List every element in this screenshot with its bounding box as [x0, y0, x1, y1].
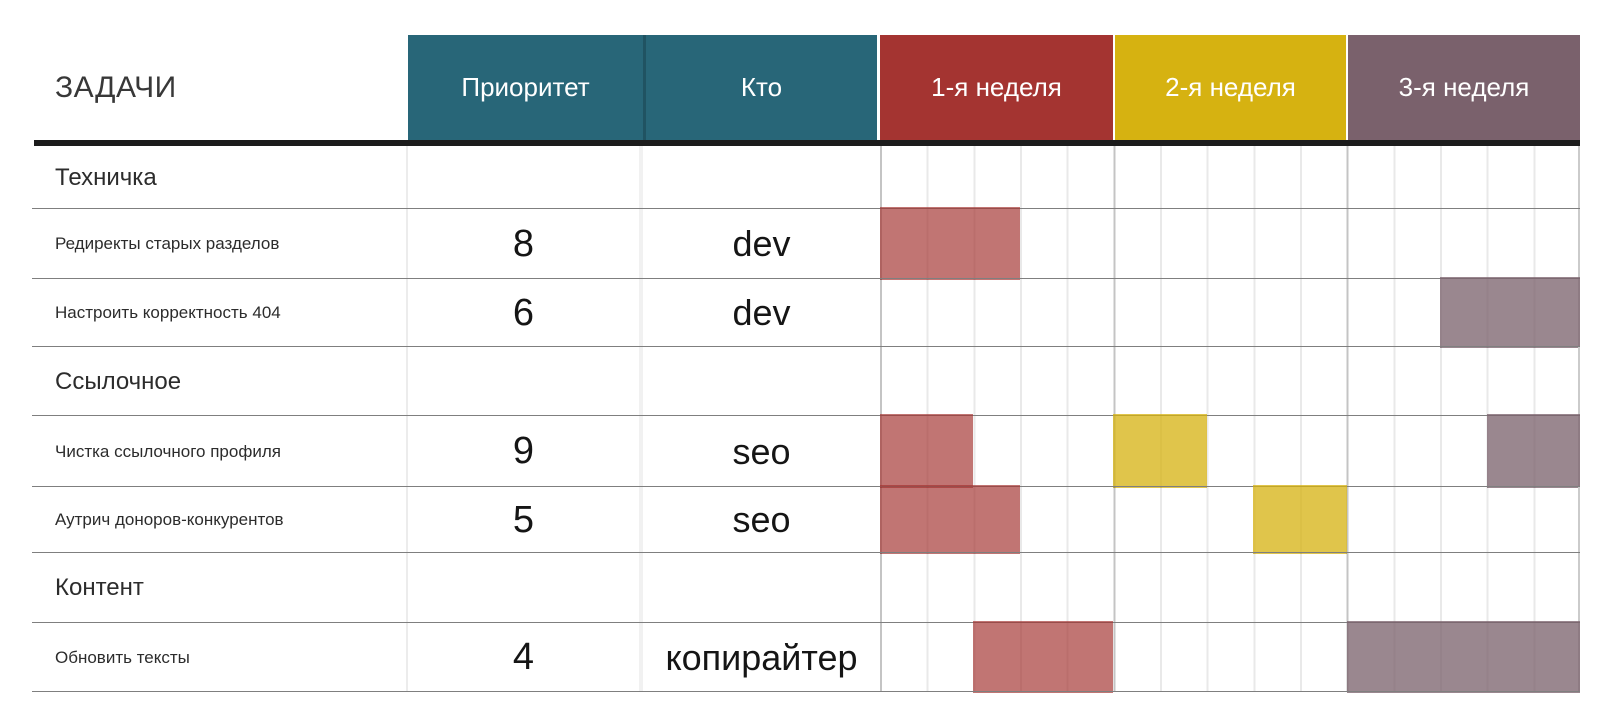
gantt-bar-purple: [1346, 621, 1580, 693]
gantt-row-cell: [880, 485, 1580, 554]
week-1-header: 1-я неделя: [880, 35, 1113, 140]
who-cell: копирайтер: [665, 636, 858, 678]
priority-cell: 9: [408, 416, 643, 487]
section-row: Техничка: [0, 146, 1580, 209]
who-cell: seo: [732, 430, 791, 472]
header-divider-line: [34, 140, 1580, 146]
who-cell: dev: [732, 292, 791, 333]
priority-header-label: Приоритет: [461, 72, 590, 102]
task-label: Настроить корректность 404: [0, 279, 408, 347]
priority-cell: 4: [408, 623, 643, 692]
column-header-priority: Приоритет: [408, 35, 643, 140]
week-3-label: 3-я неделя: [1398, 72, 1530, 102]
gantt-row-cell: [880, 621, 1580, 693]
week-2-label: 2-я неделя: [1165, 72, 1296, 102]
task-row: Обновить тексты 4 копирайтер: [0, 621, 1580, 693]
info-columns-header: Приоритет Кто: [408, 35, 877, 140]
priority-cell: [408, 347, 643, 416]
gantt-bar-red: [973, 621, 1114, 693]
tasks-column-header: ЗАДАЧИ: [0, 35, 408, 140]
priority-cell: [408, 146, 643, 209]
gantt-bar-red: [880, 414, 974, 488]
week-3-header: 3-я неделя: [1348, 35, 1580, 140]
who-cell: [643, 146, 880, 209]
priority-cell: 5: [408, 487, 643, 553]
task-row: Настроить корректность 404 6 dev: [0, 277, 1580, 348]
task-row: Редиректы старых разделов 8 dev: [0, 207, 1580, 280]
section-label: Техничка: [0, 146, 408, 209]
column-header-who: Кто: [643, 35, 877, 140]
priority-cell: [408, 553, 643, 623]
gantt-row-cell: [880, 207, 1580, 280]
gantt-bar-purple: [1486, 414, 1580, 488]
section-label: Контент: [0, 553, 408, 623]
gantt-bar-yellow: [1113, 414, 1207, 488]
gantt-row-cell: [880, 347, 1580, 416]
task-label: Чистка ссылочного профиля: [0, 416, 408, 487]
section-row: Контент: [0, 553, 1580, 623]
priority-cell: 6: [408, 279, 643, 347]
week-1-label: 1-я неделя: [931, 72, 1062, 102]
who-cell: seo: [732, 499, 791, 540]
gantt-row-cell: [880, 553, 1580, 623]
who-header-label: Кто: [740, 72, 783, 102]
who-cell: [643, 553, 880, 623]
gantt-bar-red: [880, 485, 1020, 554]
gantt-bar-red: [880, 207, 1020, 280]
task-table-body: Техничка Редиректы старых разделов 8 dev…: [0, 146, 1580, 693]
page-title: ЗАДАЧИ: [55, 70, 177, 104]
task-row: Аутрич доноров-конкурентов 5 seo: [0, 485, 1580, 554]
task-label: Аутрич доноров-конкурентов: [0, 487, 408, 553]
week-2-header: 2-я неделя: [1115, 35, 1346, 140]
gantt-row-cell: [880, 146, 1580, 209]
gantt-bar-yellow: [1253, 485, 1347, 554]
gantt-bar-purple: [1440, 277, 1580, 348]
section-row: Ссылочное: [0, 347, 1580, 416]
priority-cell: 8: [408, 209, 643, 279]
section-label: Ссылочное: [0, 347, 408, 416]
gantt-row-cell: [880, 414, 1580, 488]
task-label: Редиректы старых разделов: [0, 209, 408, 279]
who-cell: dev: [732, 223, 791, 264]
who-cell: [643, 347, 880, 416]
task-row: Чистка ссылочного профиля 9 seo: [0, 414, 1580, 488]
task-label: Обновить тексты: [0, 623, 408, 692]
gantt-row-cell: [880, 277, 1580, 348]
